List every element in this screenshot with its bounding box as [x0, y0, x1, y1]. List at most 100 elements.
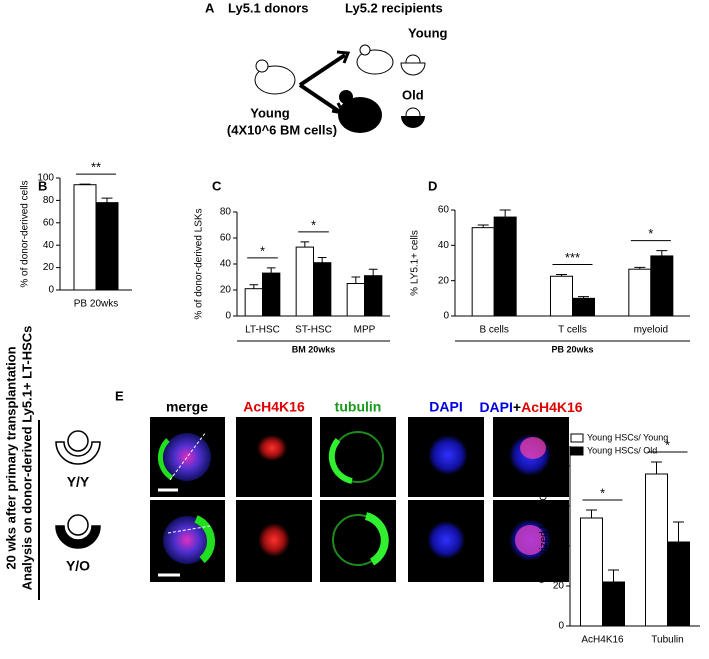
cell-icon: [67, 430, 89, 452]
cell-stain: [520, 437, 546, 459]
error-bar: [79, 183, 91, 185]
header-part: AcH4K16: [521, 399, 583, 415]
y-tick-label: 20: [553, 581, 565, 592]
error-bar: [608, 569, 619, 582]
error-bar: [578, 296, 589, 299]
error-bar: [634, 266, 646, 270]
error-bar: [317, 257, 327, 263]
significance-label: ***: [565, 250, 580, 265]
error-bar: [300, 241, 310, 248]
cell-icon: [67, 514, 89, 536]
error-bar: [368, 268, 378, 276]
y-tick-label: 20: [438, 275, 450, 286]
y-tick-label: 0: [48, 285, 54, 296]
panel-label: A: [205, 0, 215, 15]
niche-icon: [55, 441, 101, 465]
column-header: AcH4K16: [243, 399, 305, 415]
cell-stain: [194, 515, 215, 564]
bar: [650, 255, 674, 317]
cell-stain: [328, 438, 353, 484]
y-tick-label: 40: [220, 259, 232, 270]
legend-label: Young HSCs/ Young: [587, 432, 668, 442]
panel-e: E 20 wks after primary transplantation A…: [3, 326, 583, 600]
y-axis-label: % LY5.1+ cells: [410, 230, 421, 296]
significance-label: **: [91, 160, 101, 175]
side-title: 20 wks after primary transplantation: [3, 346, 18, 569]
column-header: tubulin: [335, 399, 382, 415]
error-bar: [586, 509, 597, 518]
header-part: DAPI: [479, 399, 512, 415]
donors-label: Ly5.1 donors: [228, 0, 308, 15]
x-tick-label: MPP: [354, 325, 376, 336]
error-bar: [249, 284, 259, 289]
recipients-label: Ly5.2 recipients: [345, 0, 443, 15]
cell-stain: [364, 512, 389, 566]
y-tick-label: 60: [438, 205, 450, 216]
cell-stain: [163, 433, 211, 481]
y-tick-label: 20: [220, 285, 232, 296]
bar: [602, 581, 625, 627]
y-tick-label: 0: [225, 311, 231, 322]
legend-swatch: [570, 433, 584, 443]
arrow: [298, 53, 347, 114]
y-tick-label: 40: [43, 240, 55, 251]
row-label: Y/O: [66, 558, 90, 574]
significance-label: *: [260, 243, 265, 258]
y-tick-label: 60: [553, 501, 565, 512]
significance-label: *: [311, 217, 316, 232]
polarity-axis: [167, 525, 211, 534]
y-tick-label: 40: [553, 541, 565, 552]
bar: [493, 216, 517, 317]
y-tick-label: 80: [553, 461, 565, 472]
mouse-icon: [359, 44, 371, 56]
legend-swatch: [570, 446, 584, 456]
column-header: DAPI: [429, 399, 462, 415]
bar: [295, 246, 315, 317]
mouse-icon: [255, 59, 269, 73]
panel-label: B: [38, 178, 47, 193]
x-tick-label: B cells: [479, 325, 508, 336]
bar: [73, 184, 97, 291]
donor-age: Young: [250, 105, 290, 120]
error-bar: [656, 250, 668, 256]
donor-cells: (4X10^6 BM cells): [227, 122, 337, 137]
mouse-icon: [338, 97, 382, 133]
panel-a: A Ly5.1 donors Ly5.2 recipients Young Ol…: [205, 0, 448, 137]
bar: [95, 202, 119, 291]
bar: [244, 288, 264, 317]
recipient-old: Old: [402, 87, 424, 102]
y-tick-label: 80: [220, 207, 232, 218]
significance-label: *: [648, 226, 653, 241]
recipient-young: Young: [408, 25, 448, 40]
cell-stain: [157, 438, 174, 481]
cell-stain: [258, 523, 290, 557]
bar: [313, 262, 332, 317]
error-bar: [351, 276, 361, 284]
error-bar: [673, 521, 684, 542]
y-tick-label: 0: [443, 311, 449, 322]
polarity-axis: [169, 431, 207, 481]
x-axis-label: BM 20wks: [292, 344, 336, 354]
error-bar: [477, 224, 489, 228]
mouse-icon: [339, 90, 353, 104]
x-tick-label: ST-HSC: [295, 325, 332, 336]
error-bar: [499, 209, 511, 218]
cell-stain: [428, 435, 468, 475]
cell-stain: [515, 525, 545, 555]
cell-stain: [257, 435, 287, 461]
x-tick-label: Tubulin: [651, 635, 683, 646]
bar: [580, 517, 603, 627]
mouse-icon: [254, 65, 296, 95]
column-header: merge: [166, 399, 208, 415]
bar: [346, 283, 366, 317]
y-axis-label: % polarized LT-HSCs: [539, 489, 550, 584]
panel-label: D: [428, 178, 437, 193]
x-axis-label: PB 20wks: [551, 344, 593, 354]
side-title: Analysis on donor-derived Ly5.1+ LT-HSCs: [19, 326, 34, 591]
bar: [572, 297, 595, 317]
bar: [628, 268, 652, 317]
significance-label: *: [600, 485, 605, 500]
panel-label: C: [212, 178, 222, 193]
